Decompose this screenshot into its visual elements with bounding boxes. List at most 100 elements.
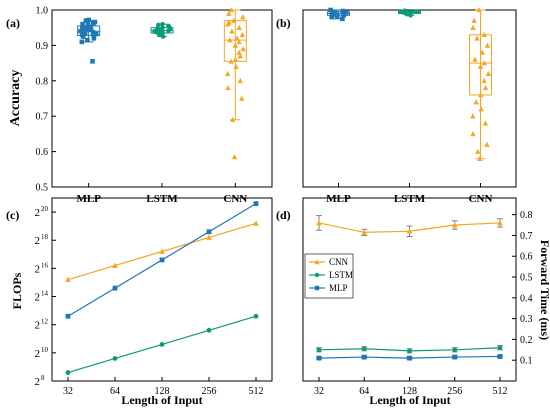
data-point — [65, 370, 71, 375]
data-point — [329, 14, 334, 20]
data-point — [481, 77, 487, 84]
data-point — [452, 347, 458, 353]
data-point — [361, 346, 367, 352]
data-point — [239, 31, 246, 38]
data-point — [234, 35, 240, 41]
y-tick-base: 2 — [35, 376, 41, 388]
data-point — [206, 327, 212, 333]
data-point — [112, 285, 118, 291]
data-point — [478, 106, 484, 112]
y-tick-exponent: 18 — [41, 233, 49, 241]
x-tick-label: 256 — [202, 386, 217, 397]
x-tick-label: 128 — [402, 386, 417, 397]
data-point — [343, 10, 349, 15]
data-point — [112, 356, 118, 361]
y-tick-base: 2 — [35, 263, 41, 275]
data-point — [232, 56, 239, 62]
data-point — [90, 59, 95, 64]
data-point — [159, 342, 165, 347]
data-point — [406, 228, 413, 234]
data-point — [239, 95, 245, 101]
data-point — [473, 99, 479, 105]
data-point — [78, 28, 84, 34]
data-point — [477, 63, 484, 69]
y-tick-label: 0.5 — [520, 273, 533, 284]
data-point — [80, 21, 85, 27]
data-point — [236, 24, 242, 30]
data-point — [481, 31, 488, 38]
data-point — [82, 30, 88, 36]
data-point — [340, 16, 345, 22]
y-tick-exponent: 8 — [41, 374, 45, 382]
data-point — [80, 26, 85, 31]
data-point — [361, 354, 367, 360]
data-point — [226, 19, 232, 25]
data-point — [80, 32, 85, 38]
category-label: CNN — [469, 193, 493, 205]
legend-marker — [314, 272, 320, 278]
x-tick-label: 64 — [359, 386, 369, 397]
y-tick-base: 2 — [35, 320, 41, 332]
data-point — [407, 10, 413, 16]
y-tick-exponent: 16 — [41, 261, 49, 269]
data-point — [361, 229, 368, 235]
data-point — [476, 7, 482, 13]
data-point — [88, 24, 93, 30]
data-point — [160, 21, 165, 27]
y-tick-label: 0.7 — [520, 231, 533, 242]
data-point — [497, 219, 503, 226]
y-tick-label: 0.3 — [520, 314, 533, 325]
data-point — [253, 220, 259, 226]
panel-c: (c) FLOPs Length of Input 32 64 128 256 5122… — [6, 197, 273, 407]
data-point — [334, 14, 340, 19]
y-tick-label: 1.0 — [36, 6, 49, 17]
data-point — [253, 313, 259, 319]
data-point — [79, 39, 85, 45]
data-point — [155, 22, 161, 28]
data-point — [481, 60, 487, 66]
y-tick-label: 0.6 — [520, 252, 533, 263]
data-point — [340, 8, 346, 14]
data-point — [472, 56, 478, 62]
data-point — [485, 70, 492, 77]
data-point — [402, 8, 408, 14]
legend-marker — [314, 259, 320, 265]
y-tick-base: 2 — [35, 348, 41, 360]
data-point — [85, 22, 91, 28]
x-tick-label: 256 — [447, 386, 462, 397]
data-point — [477, 92, 484, 98]
data-point — [470, 113, 476, 119]
y-tick-label: 0.5 — [36, 183, 49, 194]
data-point — [228, 7, 235, 13]
category-label: MLP — [76, 193, 101, 205]
data-point — [253, 201, 259, 207]
data-point — [228, 58, 234, 64]
data-point — [475, 148, 481, 154]
data-point — [86, 17, 92, 23]
y-tick-exponent: 12 — [41, 318, 49, 326]
data-point — [237, 53, 244, 59]
panel-d-plot: 32 64 128 256 512 0.1 0.2 0.3 0.4 0.5 0.6 0.7 0.8 CNN… — [304, 210, 533, 397]
data-point — [91, 36, 97, 41]
data-point — [497, 345, 503, 351]
data-point — [229, 28, 235, 34]
legend-label: LSTM — [329, 270, 353, 280]
data-point — [316, 347, 322, 353]
panel-c-label: (c) — [6, 208, 19, 222]
data-point — [112, 262, 118, 268]
x-tick-label: 64 — [110, 386, 120, 397]
y-tick-label: 0.6 — [36, 147, 49, 158]
data-point — [92, 19, 98, 25]
data-point — [206, 234, 212, 240]
y-tick-base: 2 — [35, 292, 41, 304]
data-point — [93, 31, 99, 37]
y-tick-label: 0.8 — [520, 210, 533, 221]
category-label: CNN — [223, 193, 247, 205]
data-point — [470, 131, 476, 137]
y-tick-base: 2 — [35, 235, 41, 247]
y-tick-label: 0.4 — [520, 293, 533, 304]
panel-a-label: (a) — [6, 16, 20, 30]
data-point — [224, 70, 231, 77]
data-point — [497, 354, 503, 359]
